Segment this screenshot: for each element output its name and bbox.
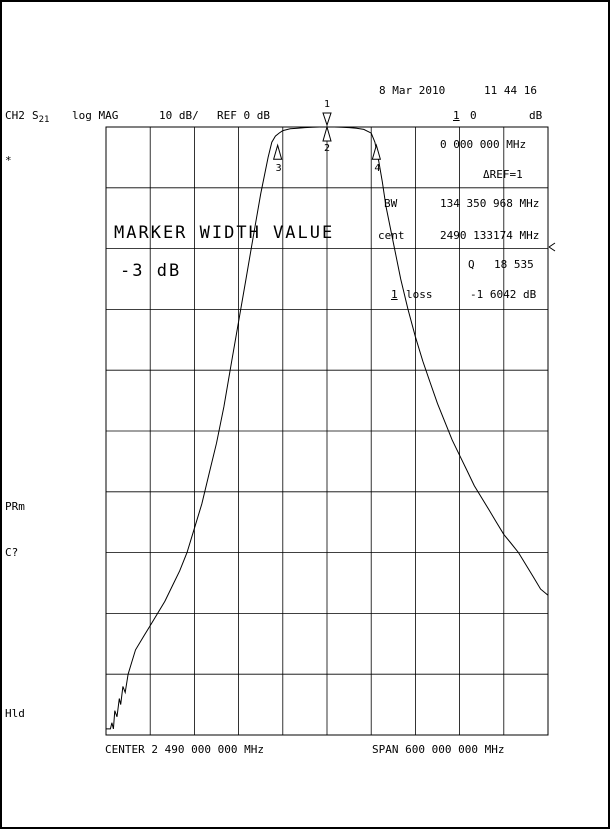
center-frequency-footer: CENTER 2 490 000 000 MHz [105,743,264,756]
center-freq-value: 2490 133174 MHz [440,229,540,242]
marker-value: 0 [470,109,477,122]
marker-triangle [322,112,332,127]
center-freq-label: cent [378,229,405,242]
time-label: 11 44 16 [484,84,537,97]
marker-frequency: 0 000 000 MHz [440,138,527,151]
marker-label: 3 [276,163,282,174]
bandwidth-label: BW [384,197,398,210]
loss-value: -1 6042 dB [470,288,537,301]
marker-triangle [272,143,283,160]
star-annotation: * [5,154,12,167]
format-label: log MAG [72,109,119,122]
marker-triangle [322,125,332,142]
bandwidth-value: 134 350 968 MHz [440,197,540,210]
q-label: Q [468,258,475,271]
reference-pointer [548,242,556,252]
s-parameter-label: S21 [32,109,50,126]
marker-width-title: MARKER WIDTH VALUE [114,223,335,243]
q-value: 18 535 [494,258,534,271]
marker-label: 4 [374,163,380,174]
c-annotation: C? [5,546,19,559]
marker-4: 4 [371,143,382,174]
delta-ref-label: ΔREF=1 [483,168,523,181]
reference-label: REF 0 dB [217,109,270,122]
marker-width-level: -3 dB [120,261,182,281]
loss-label: loss [406,288,433,301]
channel-label: CH2 [5,109,25,122]
marker-number: 1 [453,109,460,122]
prm-annotation: PRm [5,500,25,513]
trace-line [106,126,549,730]
marker-unit: dB [529,109,543,122]
hld-annotation: Hld [5,707,25,720]
span-footer: SPAN 600 000 000 MHz [372,743,505,756]
scale-label: 10 dB/ [159,109,199,122]
marker-2: 2 [322,125,332,154]
loss-marker-number: 1 [391,288,398,301]
date-label: 8 Mar 2010 [379,84,446,97]
marker-label: 2 [324,143,330,154]
marker-1: 1 [322,99,332,127]
marker-label: 1 [324,99,330,110]
marker-triangle [371,143,382,160]
marker-3: 3 [272,143,283,174]
